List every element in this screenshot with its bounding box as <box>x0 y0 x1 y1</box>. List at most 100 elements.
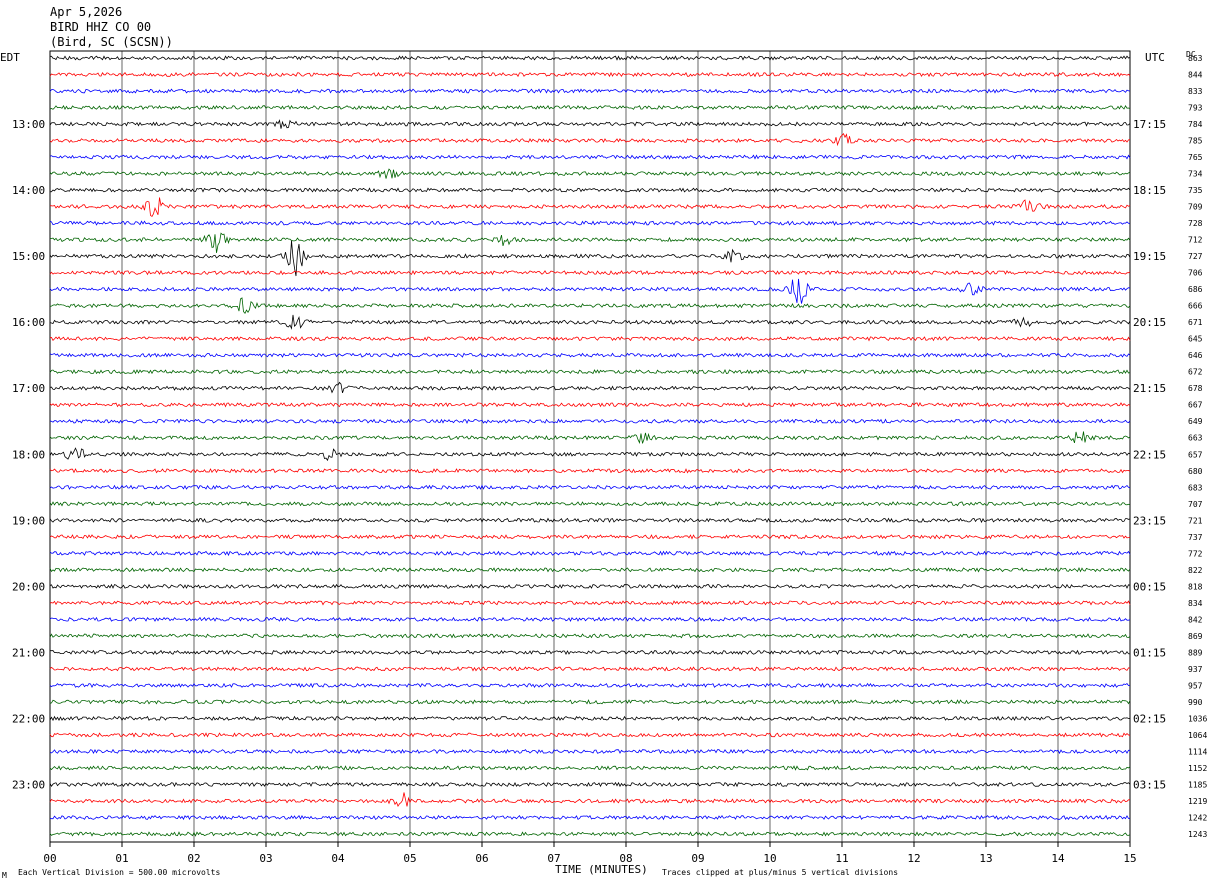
left-time-labels: 13:00 14:00 15:00 16:00 17:00 18:00 19:00 20:00… <box>12 118 45 791</box>
left-time-label: 18:00 <box>12 448 45 461</box>
corner-mark: M <box>2 871 7 880</box>
right-timezone-label: UTC <box>1145 51 1165 64</box>
dc-column-label: DC <box>1186 50 1196 59</box>
trace-line <box>49 240 1131 277</box>
dc-offset-label: 706 <box>1188 269 1203 278</box>
trace-line <box>49 748 1130 755</box>
x-tick-label: 07 <box>547 852 560 865</box>
dc-offset-label: 772 <box>1188 549 1203 558</box>
dc-offset-label: 1219 <box>1188 797 1207 806</box>
trace-line <box>49 814 1131 821</box>
dc-offset-label: 707 <box>1188 500 1203 509</box>
dc-offset-label: 1036 <box>1188 714 1207 723</box>
dc-offset-label: 793 <box>1188 104 1203 113</box>
dc-offset-label: 1185 <box>1188 780 1207 789</box>
dc-offset-label: 869 <box>1188 632 1203 641</box>
trace-line <box>49 715 1131 722</box>
x-tick-label: 08 <box>619 852 632 865</box>
x-tick-label: 02 <box>187 852 200 865</box>
x-tick-label: 13 <box>979 852 992 865</box>
trace-line <box>49 517 1131 524</box>
trace-line <box>49 534 1131 540</box>
dc-offset-label: 834 <box>1188 599 1203 608</box>
dc-offset-label: 686 <box>1188 285 1203 294</box>
plot-frame <box>49 50 1131 843</box>
header-date: Apr 5,2026 <box>50 5 122 19</box>
trace-line <box>49 616 1131 623</box>
minute-gridlines <box>49 50 1131 843</box>
x-tick-label: 00 <box>43 852 56 865</box>
dc-offset-label: 818 <box>1188 582 1203 591</box>
dc-offset-labels: 863 844 833 793 784 785 765 734 735 709 728 712 727 7… <box>1188 54 1207 839</box>
left-time-label: 23:00 <box>12 778 45 791</box>
dc-offset-label: 671 <box>1188 318 1203 327</box>
trace-line <box>49 168 1131 179</box>
trace-line <box>49 220 1131 226</box>
trace-line <box>49 381 1131 394</box>
dc-offset-label: 683 <box>1188 483 1203 492</box>
right-time-label: 20:15 <box>1133 316 1166 329</box>
right-time-labels: 17:15 18:15 19:15 20:15 21:15 22:15 23:15 00:15… <box>1133 118 1166 791</box>
dc-offset-label: 666 <box>1188 302 1203 311</box>
dc-offset-label: 667 <box>1188 401 1203 410</box>
trace-line <box>49 71 1131 78</box>
dc-offset-label: 889 <box>1188 648 1203 657</box>
trace-line <box>49 447 1131 462</box>
trace-line <box>50 55 1131 61</box>
trace-line <box>49 484 1131 490</box>
dc-offset-label: 1243 <box>1188 830 1207 839</box>
trace-line <box>49 336 1131 342</box>
dc-offset-label: 785 <box>1188 137 1203 146</box>
x-tick-label: 01 <box>115 852 128 865</box>
left-time-label: 17:00 <box>12 382 45 395</box>
dc-offset-label: 937 <box>1188 665 1203 674</box>
dc-offset-label: 1242 <box>1188 813 1207 822</box>
trace-line <box>49 278 1131 304</box>
trace-line <box>49 468 1131 474</box>
right-time-label: 21:15 <box>1133 382 1166 395</box>
trace-line <box>49 781 1131 788</box>
dc-offset-label: 737 <box>1188 533 1203 542</box>
dc-offset-label: 734 <box>1188 170 1203 179</box>
trace-line <box>49 501 1131 507</box>
dc-offset-label: 645 <box>1188 335 1203 344</box>
right-time-label: 18:15 <box>1133 184 1166 197</box>
dc-offset-label: 657 <box>1188 450 1203 459</box>
dc-offset-label: 646 <box>1188 351 1203 360</box>
trace-line <box>49 682 1131 689</box>
left-time-label: 19:00 <box>12 514 45 527</box>
dc-offset-label: 735 <box>1188 186 1203 195</box>
x-tick-label: 03 <box>259 852 272 865</box>
x-axis-title: TIME (MINUTES) <box>555 863 648 876</box>
x-tick-label: 15 <box>1123 852 1136 865</box>
scale-note: Each Vertical Division = 500.00 microvol… <box>18 868 220 877</box>
seismogram-traces <box>49 55 1131 837</box>
left-time-label: 15:00 <box>12 250 45 263</box>
x-tick-label: 14 <box>1051 852 1065 865</box>
trace-line <box>49 600 1131 606</box>
dc-offset-label: 672 <box>1188 368 1203 377</box>
x-tick-label: 11 <box>835 852 848 865</box>
left-time-label: 21:00 <box>12 646 45 659</box>
trace-line <box>49 88 1131 94</box>
left-time-label: 13:00 <box>12 118 45 131</box>
trace-line <box>49 232 1131 253</box>
trace-line <box>49 633 1131 639</box>
left-timezone-label: EDT <box>0 51 20 64</box>
trace-line <box>49 187 1131 193</box>
x-tick-label: 12 <box>907 852 920 865</box>
trace-line <box>49 732 1131 738</box>
dc-offset-label: 712 <box>1188 236 1203 245</box>
trace-line <box>49 104 1131 111</box>
right-time-label: 23:15 <box>1133 514 1166 527</box>
right-time-label: 00:15 <box>1133 580 1166 593</box>
trace-line <box>49 699 1131 705</box>
trace-line <box>49 352 1131 358</box>
x-tick-label: 05 <box>403 852 416 865</box>
trace-line <box>49 368 1131 375</box>
dc-offset-label: 765 <box>1188 153 1203 162</box>
left-time-label: 16:00 <box>12 316 45 329</box>
trace-line <box>49 314 1131 330</box>
x-axis-ticks: 00 01 02 03 04 05 06 07 08 09 10 11 12 13 14 15 <box>43 842 1137 865</box>
